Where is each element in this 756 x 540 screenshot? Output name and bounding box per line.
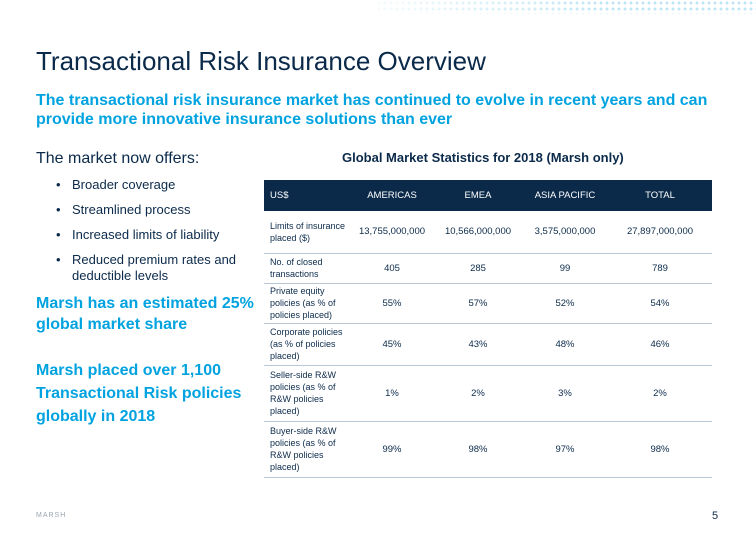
- row-label: Private equity policies (as % of policie…: [264, 283, 350, 324]
- cell-americas: 13,755,000,000: [350, 211, 434, 254]
- cell-americas: 1%: [350, 365, 434, 422]
- cell-emea: 2%: [434, 365, 522, 422]
- cell-apac: 3,575,000,000: [522, 211, 608, 254]
- column-header: TOTAL: [608, 180, 712, 211]
- row-label: Buyer-side R&W policies (as % of R&W pol…: [264, 421, 350, 478]
- table-header-row: US$ AMERICAS EMEA ASIA PACIFIC TOTAL: [264, 180, 712, 211]
- cell-total: 789: [608, 253, 712, 284]
- table-row: Limits of insurance placed ($) 13,755,00…: [264, 211, 712, 254]
- offers-list: Broader coverage Streamlined process Inc…: [36, 177, 266, 284]
- table-row: Buyer-side R&W policies (as % of R&W pol…: [264, 421, 712, 478]
- row-label: Limits of insurance placed ($): [264, 211, 350, 254]
- cell-total: 2%: [608, 365, 712, 422]
- left-column: The market now offers: Broader coverage …: [36, 150, 266, 428]
- column-header: US$: [264, 180, 350, 211]
- offer-item: Streamlined process: [56, 202, 266, 218]
- cell-apac: 52%: [522, 283, 608, 324]
- cell-total: 54%: [608, 283, 712, 324]
- cell-apac: 97%: [522, 421, 608, 478]
- cell-americas: 99%: [350, 421, 434, 478]
- marsh-logo: MARSH: [36, 512, 67, 519]
- cell-emea: 98%: [434, 421, 522, 478]
- offers-heading: The market now offers:: [36, 150, 200, 167]
- cell-emea: 57%: [434, 283, 522, 324]
- row-label: No. of closed transactions: [264, 253, 350, 284]
- cell-apac: 3%: [522, 365, 608, 422]
- cell-americas: 45%: [350, 323, 434, 366]
- slide-title: Transactional Risk Insurance Overview: [36, 46, 486, 76]
- column-header: ASIA PACIFIC: [522, 180, 608, 211]
- page-number: 5: [712, 510, 719, 522]
- cell-emea: 43%: [434, 323, 522, 366]
- cell-total: 27,897,000,000: [608, 211, 712, 254]
- dot-pattern-fade: [0, 0, 756, 14]
- row-label: Seller-side R&W policies (as % of R&W po…: [264, 365, 350, 422]
- column-header: AMERICAS: [350, 180, 434, 211]
- table-row: Corporate policies (as % of policies pla…: [264, 323, 712, 366]
- slide-subtitle: The transactional risk insurance market …: [36, 92, 708, 128]
- table-row: Private equity policies (as % of policie…: [264, 283, 712, 324]
- cell-emea: 10,566,000,000: [434, 211, 522, 254]
- cell-total: 46%: [608, 323, 712, 366]
- table-row: Seller-side R&W policies (as % of R&W po…: [264, 365, 712, 422]
- cell-apac: 48%: [522, 323, 608, 366]
- policies-placed-callout: Marsh placed over 1,100 Transactional Ri…: [36, 362, 242, 425]
- cell-total: 98%: [608, 421, 712, 478]
- table-title: Global Market Statistics for 2018 (Marsh…: [342, 150, 624, 165]
- offer-item: Broader coverage: [56, 177, 266, 193]
- market-share-callout: Marsh has an estimated 25% global market…: [36, 295, 254, 333]
- table-row: No. of closed transactions 405 285 99 78…: [264, 253, 712, 284]
- row-label: Corporate policies (as % of policies pla…: [264, 323, 350, 366]
- market-statistics-table: US$ AMERICAS EMEA ASIA PACIFIC TOTAL Lim…: [264, 180, 712, 478]
- offer-item: Increased limits of liability: [56, 227, 266, 243]
- column-header: EMEA: [434, 180, 522, 211]
- cell-americas: 405: [350, 253, 434, 284]
- cell-americas: 55%: [350, 283, 434, 324]
- offer-item: Reduced premium rates and deductible lev…: [56, 252, 266, 284]
- cell-apac: 99: [522, 253, 608, 284]
- top-decorative-strip: [0, 0, 756, 14]
- cell-emea: 285: [434, 253, 522, 284]
